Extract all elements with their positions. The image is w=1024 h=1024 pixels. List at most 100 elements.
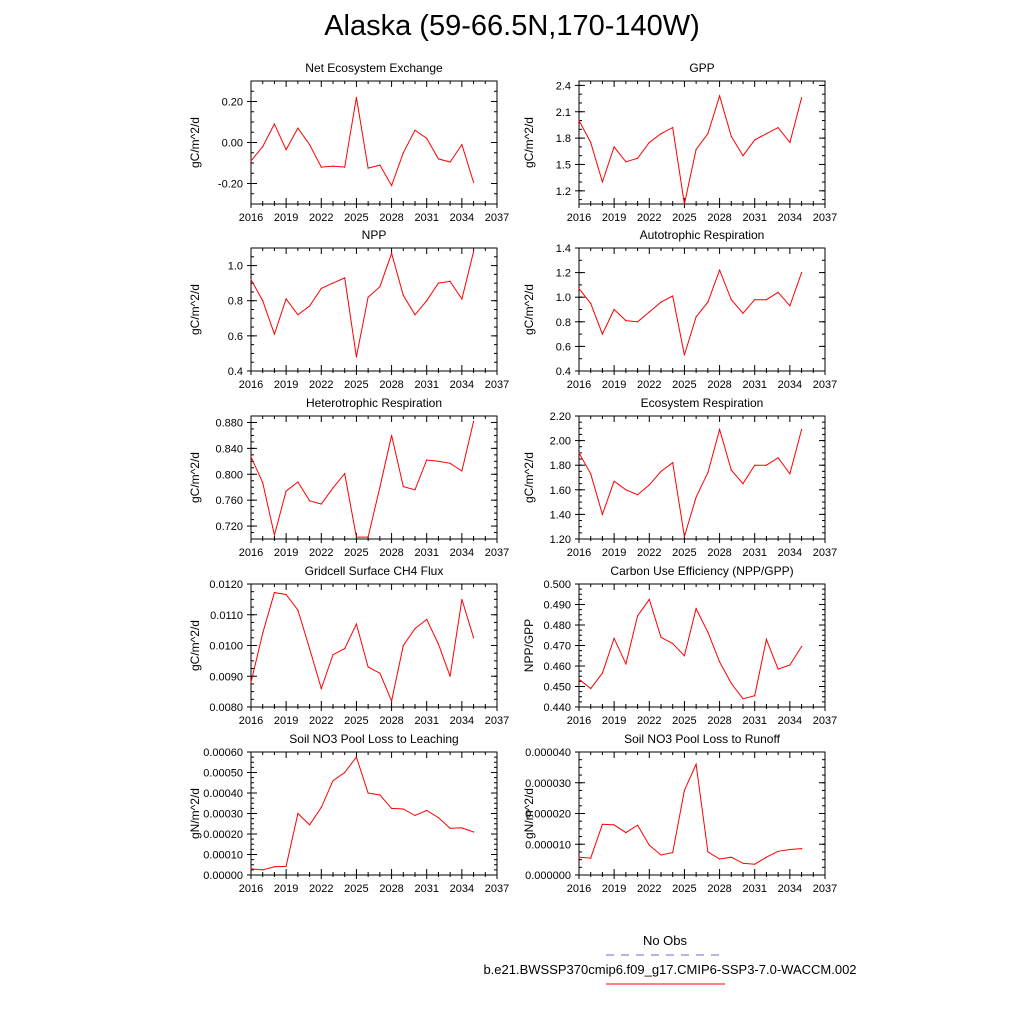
x-tick-label: 2031 <box>742 212 766 224</box>
series-line <box>578 94 803 205</box>
data-point <box>437 460 439 462</box>
y-tick-label: 0.880 <box>215 417 243 429</box>
data-point <box>250 279 252 281</box>
x-tick-label: 2019 <box>274 547 298 559</box>
data-point <box>672 295 674 297</box>
y-tick-label: 0.0100 <box>209 641 243 653</box>
data-point <box>250 456 252 458</box>
data-point <box>801 97 803 99</box>
series-line <box>578 268 803 356</box>
data-point <box>414 489 416 491</box>
x-tick-label: 2034 <box>778 715 802 727</box>
data-point <box>648 844 650 846</box>
data-point <box>355 623 357 625</box>
data-point <box>648 141 650 144</box>
x-tick-label: 2037 <box>813 379 837 391</box>
y-tick-label: 0.440 <box>543 702 571 714</box>
x-tick-label: 2016 <box>567 715 591 727</box>
data-point <box>672 642 674 645</box>
data-point <box>765 856 768 858</box>
y-axis-label: gC/m^2/d <box>522 452 536 503</box>
x-tick-label: 2037 <box>485 212 509 224</box>
y-tick-label: 0.6 <box>228 331 243 343</box>
data-point <box>742 483 744 485</box>
chart-panel-8: Carbon Use Efficiency (NPP/GPP) NPP/GPP 20… <box>522 564 837 727</box>
data-point <box>754 299 756 301</box>
data-point <box>250 868 252 870</box>
y-tick-label: 1.0 <box>228 261 243 273</box>
y-tick-label: 1.80 <box>550 460 571 472</box>
x-tick-label: 2025 <box>672 883 696 895</box>
y-tick-label: 0.00020 <box>203 829 243 841</box>
x-tick-label: 2028 <box>379 715 403 727</box>
data-point <box>344 166 346 168</box>
y-tick-label: 0.500 <box>543 579 571 591</box>
data-point <box>379 486 381 488</box>
data-point <box>625 663 627 665</box>
chart-title: NPP <box>362 228 387 242</box>
x-tick-label: 2019 <box>602 212 626 224</box>
data-point <box>801 272 803 274</box>
y-axis-label: gC/m^2/d <box>188 117 202 168</box>
data-point <box>262 869 264 871</box>
y-tick-label: -0.20 <box>218 179 243 191</box>
x-tick-label: 2031 <box>742 547 766 559</box>
data-point <box>719 428 721 431</box>
data-point <box>449 462 451 464</box>
data-point <box>297 812 299 815</box>
chart-panel-1: Net Ecosystem Exchange gC/m^2/d 2016 2019 20… <box>188 61 509 224</box>
data-point <box>344 277 346 279</box>
data-point <box>613 308 615 311</box>
x-tick-label: 2022 <box>637 883 661 895</box>
chart-panel-2: GPP gC/m^2/d 2016 2019 2022 2025 2028 2031 2034 2… <box>522 61 837 224</box>
data-point <box>777 668 779 670</box>
data-point <box>625 832 627 834</box>
chart-title: GPP <box>689 61 714 75</box>
plot-frame <box>578 751 826 876</box>
y-tick-label: 1.4 <box>556 243 571 255</box>
data-point <box>777 127 779 129</box>
x-tick-label: 2037 <box>485 379 509 391</box>
chart-panel-4: Autotrophic Respiration gC/m^2/d 2016 2019 2… <box>522 228 837 391</box>
data-point <box>332 780 334 782</box>
data-point <box>742 862 744 864</box>
data-point <box>707 851 709 853</box>
data-point <box>648 598 650 601</box>
data-point <box>273 123 275 125</box>
data-point <box>578 678 580 680</box>
series-line <box>250 421 475 538</box>
data-point <box>320 687 322 690</box>
data-point <box>414 129 416 131</box>
data-point <box>601 823 604 825</box>
y-tick-label: 0.00030 <box>203 809 243 821</box>
data-point <box>461 470 463 472</box>
data-point <box>730 682 732 685</box>
y-tick-label: 1.0 <box>556 292 571 304</box>
data-point <box>426 137 428 139</box>
x-tick-label: 2019 <box>274 715 298 727</box>
data-point <box>765 638 768 641</box>
y-tick-label: 0.0110 <box>210 610 243 622</box>
data-point <box>473 420 475 422</box>
x-tick-label: 2034 <box>778 547 802 559</box>
y-tick-label: 0.000000 <box>525 870 571 882</box>
y-tick-label: 1.5 <box>556 159 571 171</box>
y-tick-label: 0.00040 <box>203 788 243 800</box>
y-tick-label: 0.00000 <box>203 870 243 882</box>
data-point <box>473 637 475 639</box>
data-point <box>355 96 357 98</box>
data-point <box>262 300 264 302</box>
data-point <box>637 321 639 323</box>
x-tick-label: 2034 <box>450 883 474 895</box>
data-point <box>402 152 404 154</box>
x-tick-label: 2022 <box>637 715 661 727</box>
series-line <box>578 598 803 700</box>
y-tick-label: 0.000010 <box>525 839 571 851</box>
x-tick-label: 2034 <box>778 212 802 224</box>
data-point <box>414 314 416 316</box>
x-tick-label: 2019 <box>602 547 626 559</box>
y-axis-label: gC/m^2/d <box>522 117 536 168</box>
data-point <box>285 865 287 868</box>
y-tick-label: 1.60 <box>550 485 571 497</box>
data-point <box>695 763 697 765</box>
